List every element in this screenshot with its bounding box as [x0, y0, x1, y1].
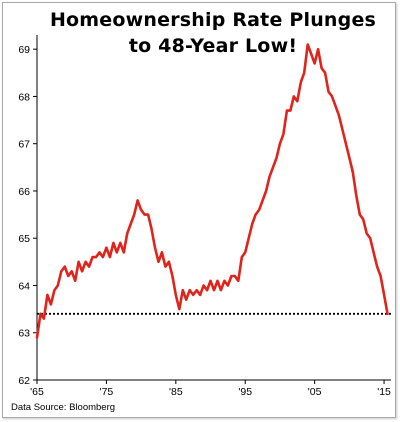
chart-title-line-1: Homeownership Rate Plunges	[49, 9, 377, 31]
chart-frame: Homeownership Rate Plunges to 48-Year Lo…	[2, 2, 396, 418]
y-tick-label: 63	[18, 328, 30, 340]
y-tick-label: 65	[18, 233, 30, 245]
x-tick-label: '65	[30, 386, 44, 398]
y-tick-label: 64	[18, 280, 30, 292]
x-tick-label: '85	[169, 386, 183, 398]
x-tick-label: '15	[377, 386, 391, 398]
y-tick-label: 67	[18, 139, 30, 151]
y-tick-label: 68	[18, 91, 30, 103]
x-tick-label: '95	[238, 386, 252, 398]
homeownership-rate-line	[35, 43, 389, 339]
x-axis-ticks: '65 '75 '85 '95 '05 '15	[30, 380, 391, 398]
data-source-note: Data Source: Bloomberg	[11, 402, 116, 413]
axes	[36, 35, 391, 381]
line-chart: 62 63 64 65 66 67 68 69 '65 '75 '85 '95 '05 '15	[18, 35, 391, 398]
x-tick-label: '75	[100, 386, 114, 398]
x-tick-label: '05	[308, 386, 322, 398]
y-tick-label: 66	[18, 186, 30, 198]
chart-title-line-2: to 48-Year Low!	[128, 35, 298, 57]
y-axis-ticks: 62 63 64 65 66 67 68 69	[18, 44, 37, 387]
series-group	[35, 43, 389, 339]
y-tick-label: 62	[18, 375, 30, 387]
y-tick-label: 69	[18, 44, 30, 56]
